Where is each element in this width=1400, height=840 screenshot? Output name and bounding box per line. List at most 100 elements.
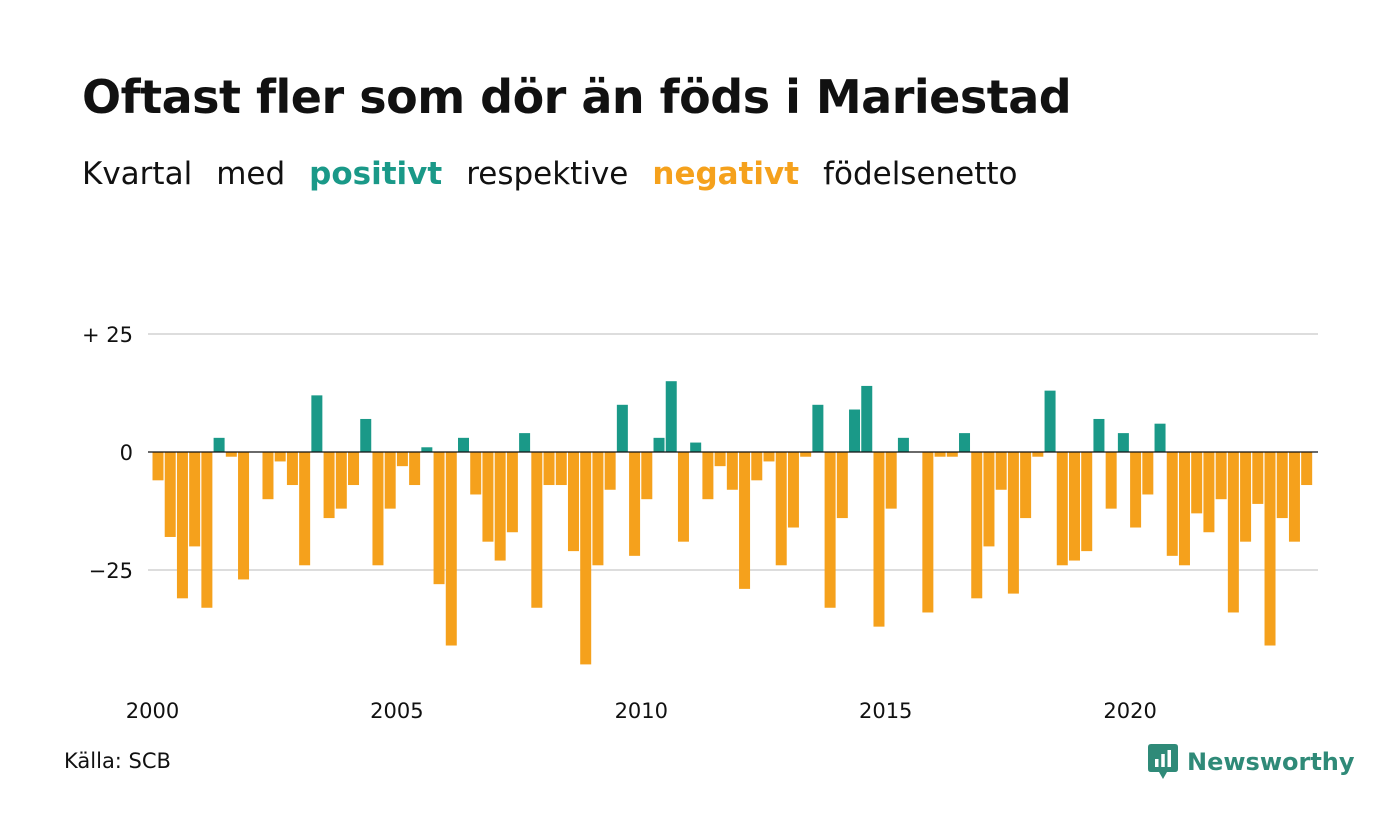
bar [372, 452, 384, 566]
bar [274, 452, 286, 462]
bar [286, 452, 298, 486]
brand-name: Newsworthy [1187, 748, 1355, 776]
bar [348, 452, 360, 486]
y-tick-label: + 25 [82, 323, 133, 347]
bar [629, 452, 641, 556]
bar [1166, 452, 1178, 556]
bar [971, 452, 983, 599]
bar [812, 404, 824, 452]
bar [555, 452, 567, 486]
bar [201, 452, 213, 608]
bar [983, 452, 995, 547]
bar [641, 452, 653, 500]
x-tick-label: 2005 [370, 699, 423, 723]
bar [763, 452, 775, 462]
bar [739, 452, 751, 589]
subtitle-prefix: Kvartal [82, 156, 193, 192]
bar [189, 452, 201, 547]
bar [946, 452, 958, 457]
bar [543, 452, 555, 486]
bar [152, 452, 164, 481]
bar [396, 452, 408, 467]
bar [787, 452, 799, 528]
bar [1203, 452, 1215, 533]
bar [1215, 452, 1227, 500]
bar [176, 452, 188, 599]
bar [959, 433, 971, 452]
bar [433, 452, 445, 585]
bar [800, 452, 812, 457]
bar [1044, 390, 1056, 452]
bar [262, 452, 274, 500]
bar [458, 437, 469, 452]
bar [360, 418, 372, 452]
bar [995, 452, 1007, 490]
bar [714, 452, 726, 467]
bar [519, 433, 531, 452]
bar [1020, 452, 1032, 519]
bar [861, 385, 873, 452]
y-tick-label: −25 [89, 559, 133, 583]
bar [775, 452, 787, 566]
chart-subtitle: Kvartal med positivt respektive negativt föde… [82, 156, 1042, 192]
bar [897, 437, 909, 452]
bar [592, 452, 604, 566]
newsworthy-logo-icon [1148, 744, 1178, 779]
bar [1117, 433, 1129, 452]
bar [1240, 452, 1252, 542]
bar [677, 452, 689, 542]
bar [1178, 452, 1190, 566]
bar [1264, 452, 1276, 646]
bar [836, 452, 848, 519]
bar [1191, 452, 1203, 514]
bar [653, 437, 665, 452]
bar [1288, 452, 1300, 542]
chart-title: Oftast fler som dör än föds i Mariestad [82, 70, 1072, 124]
bar [1276, 452, 1288, 519]
bar [1093, 418, 1105, 452]
x-tick-label: 2015 [859, 699, 912, 723]
bar [824, 452, 836, 608]
bar [482, 452, 494, 542]
brand-logo: Newsworthy [1148, 744, 1355, 780]
bar [751, 452, 763, 481]
bar [922, 452, 934, 613]
bar [384, 452, 396, 509]
bar [702, 452, 714, 500]
bar [531, 452, 543, 608]
bar [164, 452, 176, 537]
bar [506, 452, 518, 533]
x-tick-label: 2020 [1103, 699, 1156, 723]
bar [299, 452, 311, 566]
bar [665, 381, 677, 452]
bar [225, 452, 237, 457]
subtitle-middle: respektive [466, 156, 629, 192]
bar [1130, 452, 1142, 528]
bar [690, 442, 702, 452]
bar [1007, 452, 1019, 594]
bar [1154, 423, 1166, 452]
bar [885, 452, 897, 509]
bar [311, 395, 323, 452]
source-note: Källa: SCB [64, 749, 171, 773]
subtitle-positive: positivt [309, 156, 443, 192]
x-tick-label: 2010 [615, 699, 668, 723]
bar [494, 452, 506, 561]
subtitle-suffix: födelsenetto [823, 156, 1018, 192]
bar [567, 452, 579, 552]
x-tick-label: 2000 [126, 699, 179, 723]
bar [849, 409, 861, 452]
bar [1105, 452, 1117, 509]
bar [1301, 452, 1313, 486]
bar [470, 452, 482, 495]
bar [445, 452, 457, 646]
bar [1252, 452, 1264, 504]
bar [580, 452, 592, 665]
bar [1081, 452, 1093, 552]
bar [409, 452, 421, 486]
bar [616, 404, 628, 452]
bar [335, 452, 347, 509]
bar [238, 452, 250, 580]
bar [1056, 452, 1068, 566]
